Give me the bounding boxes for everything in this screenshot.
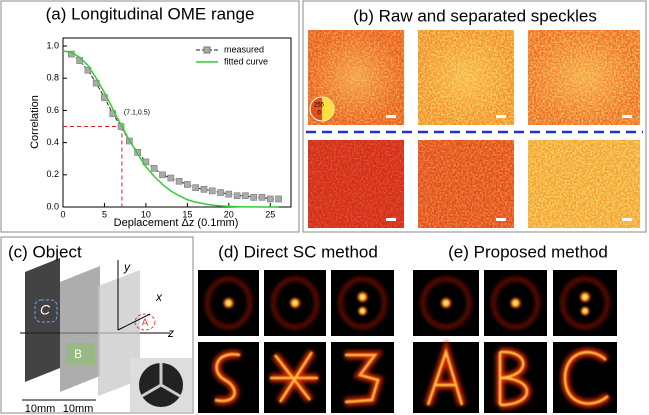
scale-bar: [496, 115, 506, 118]
plane-c: [25, 258, 60, 382]
marker: [259, 194, 265, 200]
colorbar-max: 255: [314, 103, 325, 109]
object-letter: C: [40, 302, 51, 318]
x-tick-label: 0: [60, 209, 65, 219]
marker: [267, 196, 273, 202]
spacing-label: 10mm: [25, 403, 56, 415]
recon-spot: [579, 305, 591, 317]
series-line: [63, 51, 279, 207]
panel-title: (c) Object: [8, 242, 82, 261]
speckle-noise: [308, 140, 404, 228]
marker: [176, 178, 182, 184]
panel-title: (d) Direct SC method: [218, 242, 378, 261]
speckle-glow: [418, 30, 514, 125]
recon-spot: [288, 296, 302, 310]
speckle-glow: [528, 30, 640, 125]
axis-label: x: [155, 290, 163, 304]
marker: [209, 188, 215, 194]
recon-spot: [222, 296, 236, 310]
recon-spot: [356, 290, 370, 304]
object-letter: A: [142, 318, 149, 329]
marker: [276, 196, 282, 202]
marker: [251, 194, 257, 200]
scale-bar: [386, 115, 396, 118]
speckle-noise: [528, 140, 640, 228]
marker: [242, 193, 248, 199]
x-tick-label: 20: [224, 209, 234, 219]
x-tick-label: 25: [265, 209, 275, 219]
y-tick-label: 0.2: [46, 169, 59, 179]
object-letter: B: [74, 347, 82, 361]
axis-label: z: [167, 326, 174, 340]
figure: (a) Longitudinal OME range Deplacement Δ…: [0, 0, 649, 415]
panel-title: (e) Proposed method: [448, 242, 608, 261]
marker: [184, 181, 190, 187]
speckle-noise: [418, 140, 514, 228]
x-tick-label: 5: [102, 209, 107, 219]
annotation: (7.1,0.5): [124, 109, 150, 116]
panel-b: (b) Raw and separated speckles 255 0: [306, 6, 643, 228]
panel-e: (e) Proposed method: [448, 242, 608, 261]
scale-bar: [386, 218, 396, 221]
legend-label: measured: [224, 44, 264, 54]
marker: [201, 186, 207, 192]
x-tick-label: 10: [141, 209, 151, 219]
speckle-images: [308, 30, 640, 228]
panel-d: (d) Direct SC method: [218, 242, 378, 261]
spacing-label: 10mm: [63, 403, 94, 415]
y-tick-label: 0.6: [46, 105, 59, 115]
recon-spot: [439, 296, 453, 310]
axis-label: y: [123, 260, 131, 274]
reconstructions: [198, 270, 617, 413]
page: {"chart_data": {"type": "line", "title":…: [0, 0, 649, 415]
x-tick-label: 15: [182, 209, 192, 219]
legend-marker: [204, 47, 210, 53]
scale-bar: [622, 218, 632, 221]
recon-spot: [509, 296, 523, 310]
marker: [218, 190, 224, 196]
recon-spot: [357, 305, 369, 317]
marker: [151, 165, 157, 171]
legend-label: fitted curve: [224, 56, 268, 66]
recon-spot: [578, 290, 592, 304]
scale-bar: [496, 218, 506, 221]
panel-title: (b) Raw and separated speckles: [353, 6, 597, 25]
panel-c: (c) Object C B A y x z 10mm 10mm: [8, 242, 192, 414]
y-tick-label: 0.0: [46, 201, 59, 211]
scale-bar: [622, 115, 632, 118]
y-tick-label: 0.8: [46, 73, 59, 83]
chart: (a) Longitudinal OME range Deplacement Δ…: [29, 4, 291, 228]
marker: [234, 193, 240, 199]
plane-b: [60, 266, 100, 392]
y-tick-label: 0.4: [46, 137, 59, 147]
marker: [226, 191, 232, 197]
series-line-dashed: [71, 54, 278, 199]
marker: [193, 185, 199, 191]
y-tick-label: 1.0: [46, 40, 59, 50]
marker: [168, 175, 174, 181]
marker: [159, 172, 165, 178]
chart-title: (a) Longitudinal OME range: [46, 4, 255, 23]
y-axis-label: Correlation: [29, 95, 41, 149]
x-axis-label: Deplacement Δz (0.1mm): [114, 217, 239, 229]
